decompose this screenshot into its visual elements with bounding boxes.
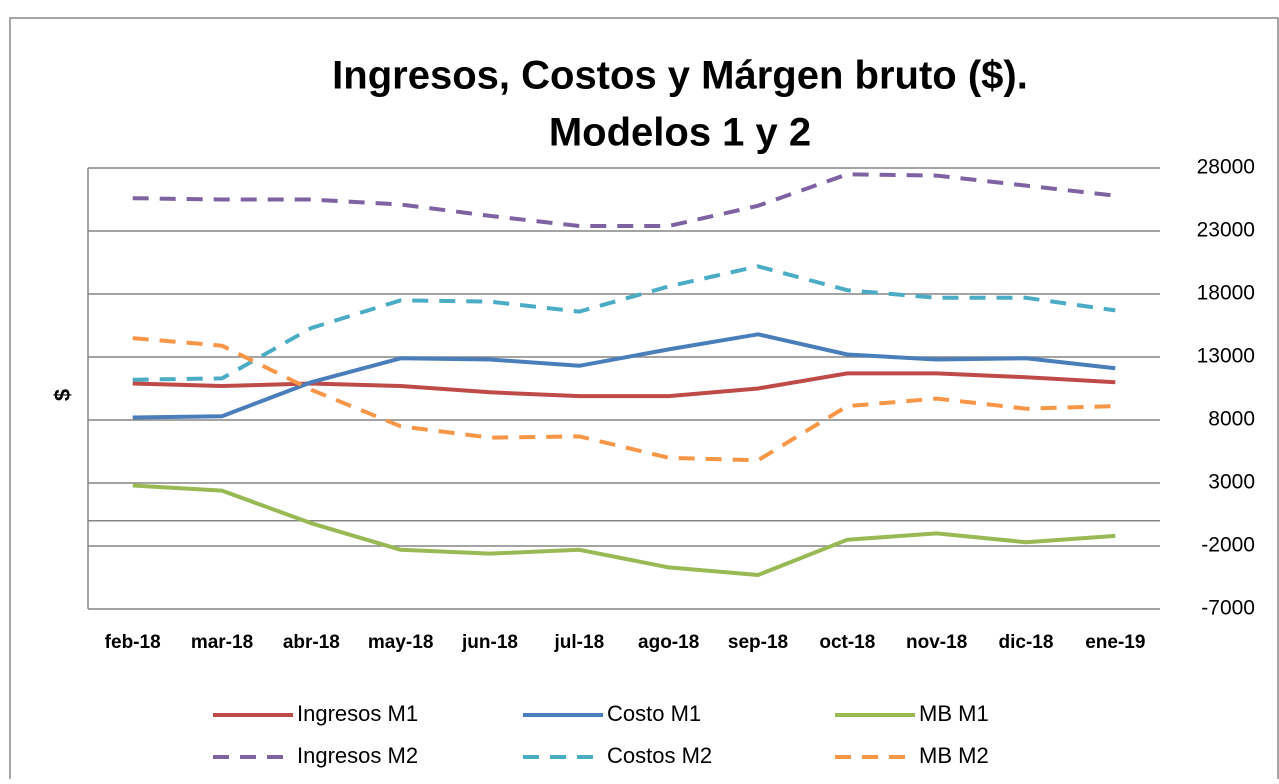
legend-label: Costo M1 (607, 701, 701, 726)
chart-title: Modelos 1 y 2 (549, 111, 811, 155)
series-line (132, 264, 1116, 382)
y-tick-label: 13000 (1197, 345, 1255, 368)
x-tick-label: sep-18 (728, 632, 788, 653)
series-line (132, 172, 1116, 228)
x-tick-label: abr-18 (283, 632, 340, 653)
x-tick-label: dic-18 (999, 632, 1054, 653)
y-tick-label: -2000 (1201, 534, 1255, 557)
legend-label: Ingresos M1 (297, 701, 418, 726)
x-tick-label: nov-18 (906, 632, 967, 653)
x-tick-label: ene-19 (1085, 632, 1145, 653)
x-tick-label: ago-18 (638, 632, 699, 653)
series-line (132, 332, 1116, 420)
y-tick-label: 28000 (1197, 156, 1255, 179)
legend-label: Costos M2 (607, 743, 712, 768)
x-tick-label: jul-18 (554, 632, 605, 653)
x-tick-label: jun-18 (461, 632, 518, 653)
legend-label: MB M1 (919, 701, 989, 726)
chart-border (9, 17, 1279, 784)
legend-label: Ingresos M2 (297, 743, 418, 768)
chart-title: Ingresos, Costos y Márgen bruto ($). (332, 54, 1028, 98)
y-tick-label: 23000 (1197, 219, 1255, 242)
legend-label: MB M2 (919, 743, 989, 768)
series-line (132, 483, 1116, 577)
x-tick-label: may-18 (368, 632, 434, 653)
y-tick-label: 18000 (1197, 282, 1255, 305)
series-line (132, 336, 1116, 463)
x-tick-label: mar-18 (191, 632, 253, 653)
y-tick-label: 8000 (1208, 408, 1255, 431)
y-tick-label: 3000 (1208, 471, 1255, 494)
y-tick-label: -7000 (1201, 597, 1255, 620)
x-tick-label: oct-18 (819, 632, 875, 653)
y-axis-label: $ (50, 389, 75, 401)
x-tick-label: feb-18 (105, 632, 161, 653)
